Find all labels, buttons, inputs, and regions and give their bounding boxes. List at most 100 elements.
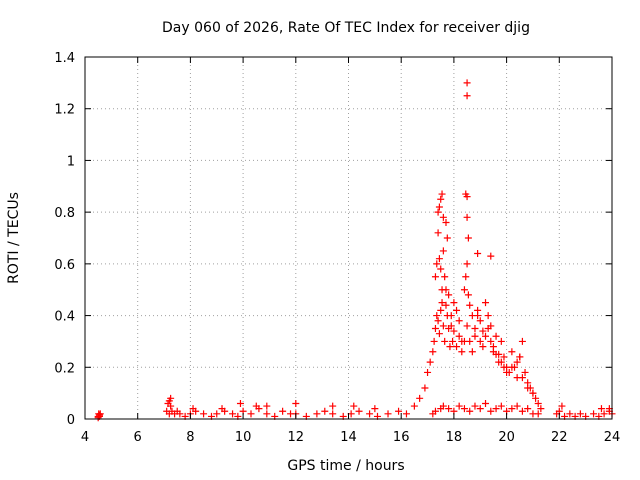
y-tick-label: 1 (67, 154, 75, 169)
data-point (176, 410, 184, 418)
data-point (503, 368, 511, 376)
data-point (402, 410, 410, 418)
data-point (229, 410, 237, 418)
data-point (558, 402, 566, 410)
data-point (566, 410, 574, 418)
data-point (395, 407, 403, 415)
data-point (464, 234, 472, 242)
data-point (213, 410, 221, 418)
x-tick-label: 22 (551, 430, 568, 445)
data-point (487, 252, 495, 260)
data-point (524, 384, 532, 392)
data-point (450, 327, 458, 335)
data-point (439, 247, 447, 255)
data-point (438, 190, 446, 198)
data-point (434, 208, 442, 216)
data-point (429, 348, 437, 356)
data-point (497, 358, 505, 366)
data-point (449, 337, 457, 345)
data-point (313, 410, 321, 418)
y-tick-label: 1.2 (54, 103, 75, 118)
x-tick-label: 24 (604, 430, 621, 445)
data-point (167, 402, 175, 410)
data-point (532, 394, 540, 402)
data-point (482, 399, 490, 407)
data-point (252, 402, 260, 410)
data-point (437, 195, 445, 203)
data-point (442, 301, 450, 309)
data-point (489, 343, 497, 351)
data-point (537, 405, 545, 413)
data-point (462, 273, 470, 281)
data-point (466, 301, 474, 309)
data-point (518, 407, 526, 415)
data-point (426, 358, 434, 366)
x-tick-label: 16 (393, 430, 410, 445)
data-point (355, 407, 363, 415)
data-point (455, 332, 463, 340)
data-point (463, 193, 471, 201)
data-point (424, 368, 432, 376)
data-point (167, 394, 175, 402)
data-point (524, 405, 532, 413)
data-point (446, 343, 454, 351)
data-point (410, 402, 418, 410)
data-point (384, 410, 392, 418)
data-point (435, 255, 443, 263)
data-point (463, 322, 471, 330)
data-point (534, 399, 542, 407)
axis-ticks: 4 6 8 10 12 14 16 18 20 22 24 0 0.2 0.4 0.6 0.8 1 1.2 1.4 (54, 51, 620, 445)
data-point (321, 407, 329, 415)
data-point (263, 402, 271, 410)
data-point (476, 337, 484, 345)
data-point (590, 410, 598, 418)
data-point (435, 203, 443, 211)
x-axis-title: GPS time / hours (287, 458, 404, 474)
data-point (495, 350, 503, 358)
y-tick-label: 0.6 (54, 258, 75, 273)
y-tick-label: 0.4 (54, 310, 75, 325)
data-point (521, 368, 529, 376)
data-point (435, 330, 443, 338)
data-point (597, 405, 605, 413)
data-point (471, 325, 479, 332)
data-point (466, 407, 474, 415)
data-point (200, 410, 208, 418)
data-point (439, 213, 447, 221)
data-point (218, 405, 226, 413)
data-point (455, 317, 463, 325)
data-point (476, 317, 484, 325)
x-tick-label: 20 (498, 430, 515, 445)
data-point (474, 250, 482, 258)
data-point (236, 399, 244, 407)
data-point (487, 407, 495, 415)
y-tick-label: 0 (67, 413, 75, 428)
data-point (460, 405, 468, 413)
data-point (95, 411, 103, 419)
data-point (479, 327, 487, 335)
data-point (479, 343, 487, 351)
data-point (518, 374, 526, 382)
x-tick-label: 4 (81, 430, 89, 445)
y-tick-label: 0.2 (54, 361, 75, 376)
data-point (442, 218, 450, 226)
data-point (445, 405, 453, 413)
data-point (445, 291, 453, 299)
data-point (463, 92, 471, 100)
data-point (500, 363, 508, 371)
data-point (433, 260, 441, 268)
data-point (468, 348, 476, 356)
data-point (441, 337, 449, 345)
data-point (441, 273, 449, 281)
data-point (329, 410, 337, 418)
data-point (439, 322, 447, 330)
data-point (442, 286, 450, 294)
data-point (492, 405, 500, 413)
data-point (433, 312, 441, 320)
data-point (464, 291, 472, 299)
data-point (416, 394, 424, 402)
data-point (460, 286, 468, 294)
data-point (576, 410, 584, 418)
x-tick-label: 8 (186, 430, 194, 445)
x-tick-label: 12 (288, 430, 305, 445)
